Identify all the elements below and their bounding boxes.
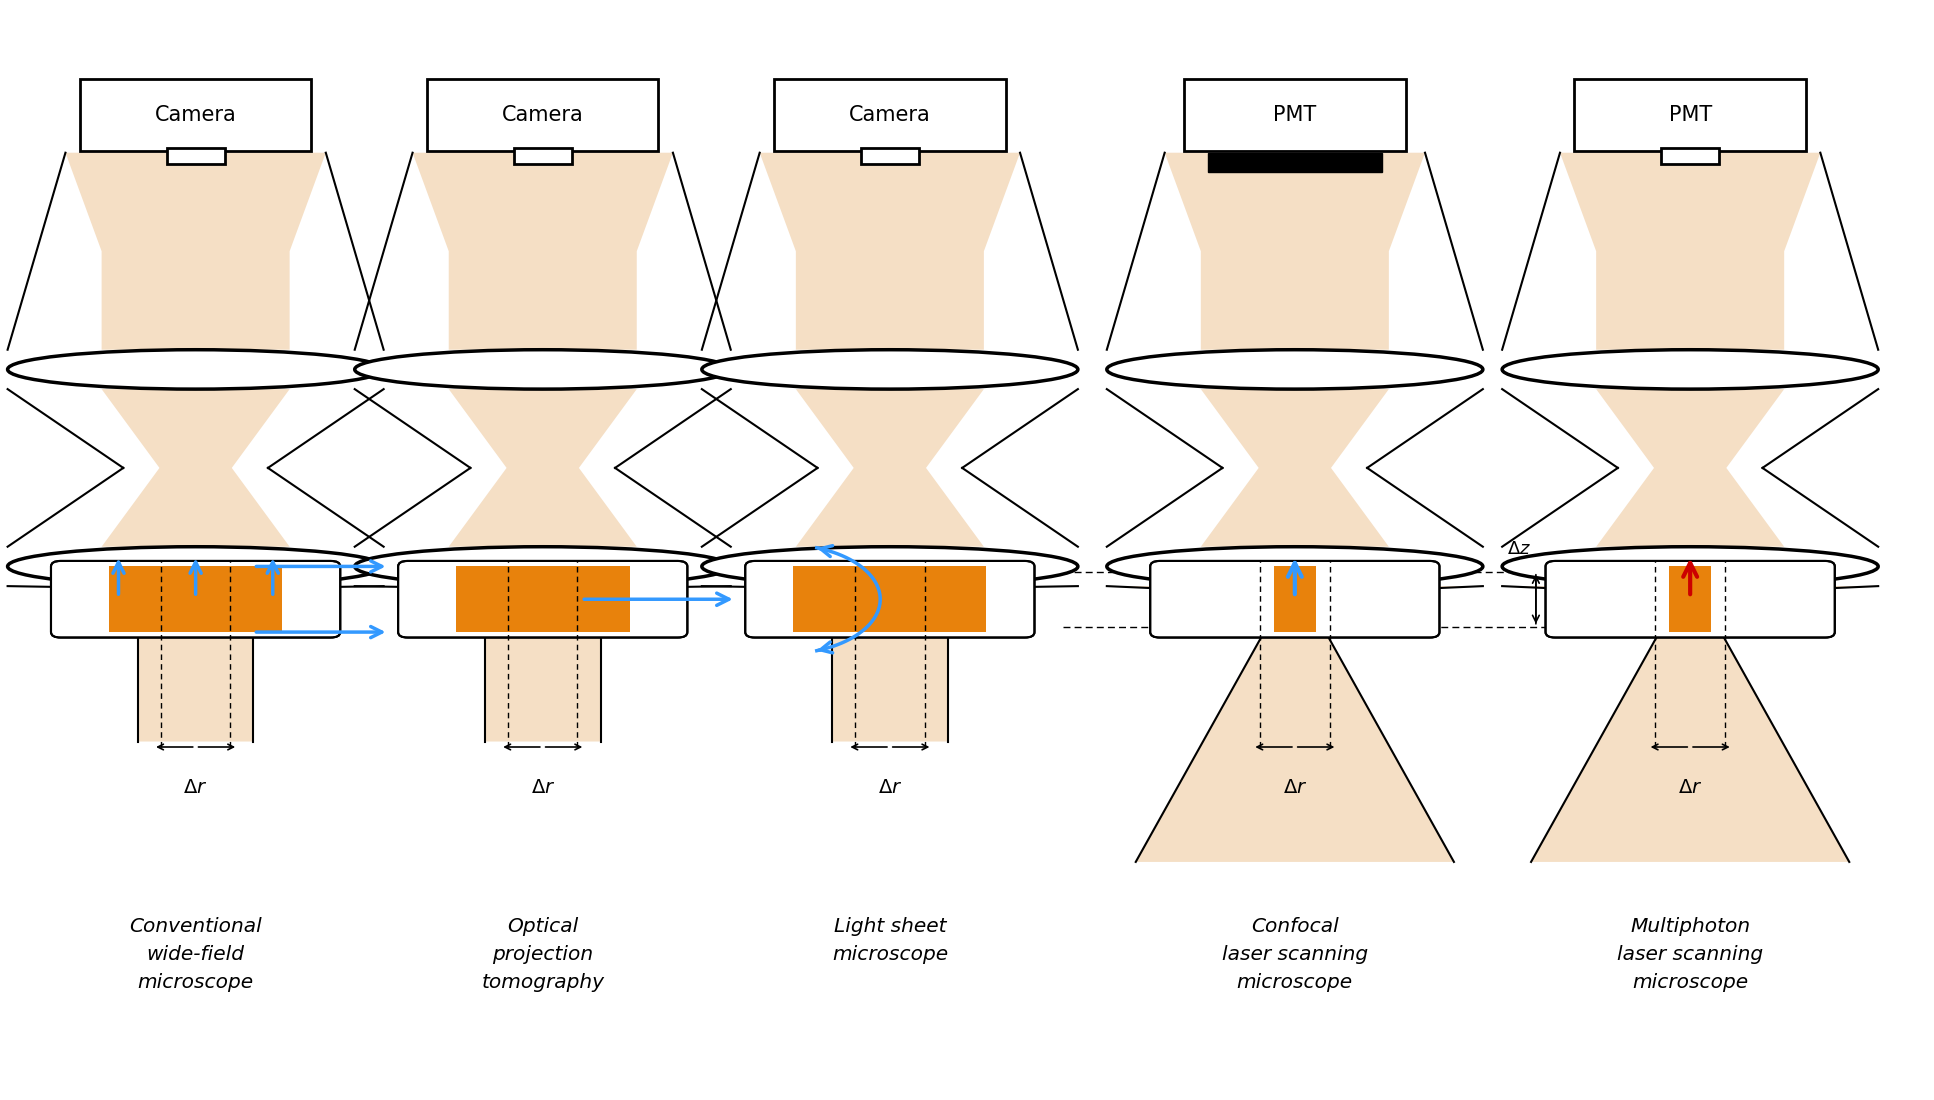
Bar [79, 79, 311, 151]
Polygon shape [1503, 586, 1878, 594]
Bar [514, 148, 572, 164]
FancyBboxPatch shape [745, 561, 1035, 638]
Polygon shape [1561, 153, 1820, 350]
Polygon shape [449, 389, 636, 547]
Polygon shape [103, 389, 290, 547]
Polygon shape [760, 153, 1019, 350]
Text: $\Delta r$: $\Delta r$ [1282, 778, 1307, 796]
Ellipse shape [1503, 350, 1878, 389]
Polygon shape [1106, 586, 1483, 594]
FancyBboxPatch shape [50, 561, 340, 638]
Polygon shape [412, 153, 673, 350]
FancyBboxPatch shape [398, 561, 687, 638]
Polygon shape [1135, 605, 1454, 862]
Bar [456, 566, 630, 632]
Bar [1209, 153, 1381, 173]
Text: $\Delta z$: $\Delta z$ [1507, 540, 1532, 558]
Polygon shape [1164, 153, 1425, 350]
Polygon shape [8, 586, 383, 741]
Bar [1574, 79, 1806, 151]
Bar [427, 79, 658, 151]
Ellipse shape [354, 350, 731, 389]
FancyBboxPatch shape [1151, 561, 1439, 638]
Polygon shape [1532, 605, 1849, 862]
Text: PMT: PMT [1273, 104, 1317, 125]
Polygon shape [354, 586, 731, 741]
Bar [108, 566, 282, 632]
Bar [1661, 148, 1719, 164]
Ellipse shape [1106, 350, 1483, 389]
Text: Camera: Camera [155, 104, 236, 125]
Text: $\Delta r$: $\Delta r$ [878, 778, 901, 796]
Text: $\Delta r$: $\Delta r$ [1679, 778, 1702, 796]
Ellipse shape [354, 547, 731, 586]
Polygon shape [1596, 389, 1785, 547]
Text: $\Delta r$: $\Delta r$ [530, 778, 555, 796]
Text: Camera: Camera [501, 104, 584, 125]
Text: Confocal
laser scanning
microscope: Confocal laser scanning microscope [1222, 916, 1367, 991]
Ellipse shape [8, 350, 383, 389]
Bar [861, 148, 919, 164]
Text: Conventional
wide-field
microscope: Conventional wide-field microscope [130, 916, 261, 991]
Text: Multiphoton
laser scanning
microscope: Multiphoton laser scanning microscope [1617, 916, 1764, 991]
Bar [774, 79, 1006, 151]
Ellipse shape [702, 547, 1077, 586]
Bar [793, 566, 986, 632]
Bar [1275, 566, 1315, 632]
FancyBboxPatch shape [1545, 561, 1835, 638]
Ellipse shape [8, 547, 383, 586]
Text: Light sheet
microscope: Light sheet microscope [832, 916, 948, 964]
Bar [166, 148, 224, 164]
Text: Camera: Camera [849, 104, 930, 125]
Polygon shape [702, 586, 1077, 741]
Text: Optical
projection
tomography: Optical projection tomography [482, 916, 603, 991]
Text: PMT: PMT [1669, 104, 1712, 125]
Text: $\Delta r$: $\Delta r$ [184, 778, 207, 796]
Polygon shape [66, 153, 325, 350]
Ellipse shape [1106, 547, 1483, 586]
Polygon shape [1201, 389, 1389, 547]
Ellipse shape [702, 350, 1077, 389]
Bar [1184, 79, 1406, 151]
Ellipse shape [1503, 547, 1878, 586]
Bar [1669, 566, 1712, 632]
Polygon shape [797, 389, 984, 547]
